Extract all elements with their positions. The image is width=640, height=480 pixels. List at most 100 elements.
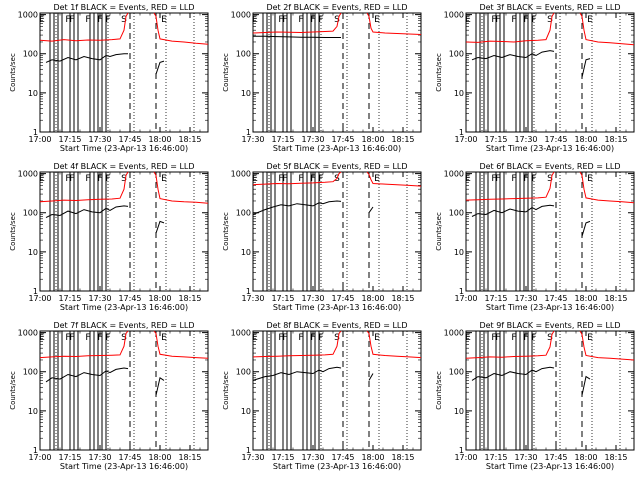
annotation-letter: E (465, 174, 471, 184)
x-tick-label: 17:00 (454, 453, 477, 462)
annotation-letter: S (547, 15, 553, 25)
y-tick-label: 1000 (231, 11, 251, 20)
annotation-letter: F (278, 174, 283, 184)
x-tick-label: 18:00 (361, 453, 384, 462)
annotation-letter: F (105, 333, 110, 343)
series-lld-line (39, 330, 209, 359)
x-tick-label: 18:00 (574, 453, 597, 462)
x-tick-label: 17:00 (28, 453, 51, 462)
annotation-letter: F (85, 333, 90, 343)
y-tick-label: 100 (449, 368, 464, 377)
x-tick-label: 17:30 (514, 294, 537, 303)
annotation-letter: F (65, 174, 70, 184)
chart-panel-9: Det 9f BLACK = Events, RED = LLD 1 10 100 10… (435, 321, 635, 471)
annotation-letter: F (495, 174, 500, 184)
x-tick-label: 17:30 (514, 135, 537, 144)
x-tick-label: 17:15 (271, 135, 294, 144)
annotation-letter: F (69, 174, 74, 184)
annotation-letter: F (491, 15, 496, 25)
annotation-letter: E (587, 333, 593, 343)
x-tick-label: 17:45 (118, 135, 141, 144)
series-events-line (471, 50, 591, 78)
x-tick-label: 17:00 (454, 294, 477, 303)
annotation-letter: F (69, 333, 74, 343)
chart-title: Det 8f BLACK = Events, RED = LLD (266, 321, 407, 330)
chart-title: Det 5f BLACK = Events, RED = LLD (266, 162, 407, 171)
annotation-letter: S (121, 15, 127, 25)
annotation-letter: E (374, 15, 380, 25)
y-axis-label: Counts/sec (222, 371, 230, 410)
annotation-letter: E (252, 15, 258, 25)
x-axis-label: Start Time (23-Apr-13 16:46:00) (486, 462, 614, 471)
annotation-letter: F (282, 174, 287, 184)
y-axis-label: Counts/sec (222, 53, 230, 92)
series-lld-line (252, 330, 422, 359)
y-tick-label: 100 (23, 50, 38, 59)
series-events-line (252, 200, 374, 215)
x-tick-label: 17:45 (544, 294, 567, 303)
series-events-line (471, 204, 591, 237)
chart-panel-2: Det 2f BLACK = Events, RED = LLD 1 10 100 10… (222, 3, 422, 153)
annotation-letter: S (334, 333, 340, 343)
y-tick-label: 10 (241, 248, 251, 257)
x-tick-label: 18:15 (178, 294, 201, 303)
annotation-letter: E (39, 333, 45, 343)
series-lld-line (465, 12, 635, 46)
y-tick-label: 1 (459, 287, 464, 296)
annotation-letter: E (465, 15, 471, 25)
x-tick-label: 17:30 (88, 135, 111, 144)
y-tick-label: 10 (28, 407, 38, 416)
annotation-letter: F (523, 174, 528, 184)
chart-panel-7: Det 7f BLACK = Events, RED = LLD 1 10 100 10… (9, 321, 209, 471)
annotation-letter: F (69, 15, 74, 25)
x-tick-label: 17:30 (241, 135, 264, 144)
x-tick-label: 17:30 (241, 453, 264, 462)
series-events-line (45, 53, 165, 75)
annotation-letter: F (97, 174, 102, 184)
chart-title: Det 4f BLACK = Events, RED = LLD (53, 162, 194, 171)
y-axis-label: Counts/sec (435, 53, 443, 92)
x-tick-label: 17:45 (331, 294, 354, 303)
annotation-letter: E (161, 15, 167, 25)
x-tick-label: 18:15 (391, 453, 414, 462)
annotation-letter: F (278, 15, 283, 25)
series-lld-line (252, 171, 422, 187)
chart-panel-3: Det 3f BLACK = Events, RED = LLD 1 10 100 10… (435, 3, 635, 153)
x-axis-label: Start Time (23-Apr-13 16:46:00) (486, 303, 614, 312)
annotation-letter: F (310, 174, 315, 184)
annotation-letter: S (547, 333, 553, 343)
y-tick-label: 100 (236, 209, 251, 218)
x-tick-label: 17:15 (484, 135, 507, 144)
chart-title: Det 7f BLACK = Events, RED = LLD (53, 321, 194, 330)
y-tick-label: 1 (459, 446, 464, 455)
x-tick-label: 17:45 (544, 135, 567, 144)
chart-title: Det 9f BLACK = Events, RED = LLD (479, 321, 620, 330)
y-tick-label: 10 (241, 89, 251, 98)
x-tick-label: 17:00 (28, 135, 51, 144)
chart-panel-1: Det 1f BLACK = Events, RED = LLD 1 10 100 10… (9, 3, 209, 153)
x-tick-label: 18:15 (178, 135, 201, 144)
y-tick-label: 1000 (18, 329, 38, 338)
x-tick-label: 18:15 (604, 294, 627, 303)
series-events-line (45, 367, 165, 396)
plot-frame (252, 171, 422, 292)
y-tick-label: 1000 (444, 11, 464, 20)
x-tick-label: 17:00 (28, 294, 51, 303)
annotation-letter: F (511, 174, 516, 184)
annotation-letter: F (511, 333, 516, 343)
annotation-letter: F (105, 174, 110, 184)
y-tick-label: 1 (33, 128, 38, 137)
annotation-letter: F (491, 174, 496, 184)
y-tick-label: 100 (23, 209, 38, 218)
annotation-letter: S (121, 174, 127, 184)
series-events-line (45, 205, 165, 234)
y-tick-label: 1 (246, 287, 251, 296)
annotation-letter: F (491, 333, 496, 343)
x-tick-label: 17:15 (484, 294, 507, 303)
y-axis-label: Counts/sec (435, 212, 443, 251)
annotation-letter: F (97, 15, 102, 25)
y-tick-label: 100 (449, 209, 464, 218)
y-tick-label: 10 (454, 89, 464, 98)
y-tick-label: 1000 (231, 170, 251, 179)
